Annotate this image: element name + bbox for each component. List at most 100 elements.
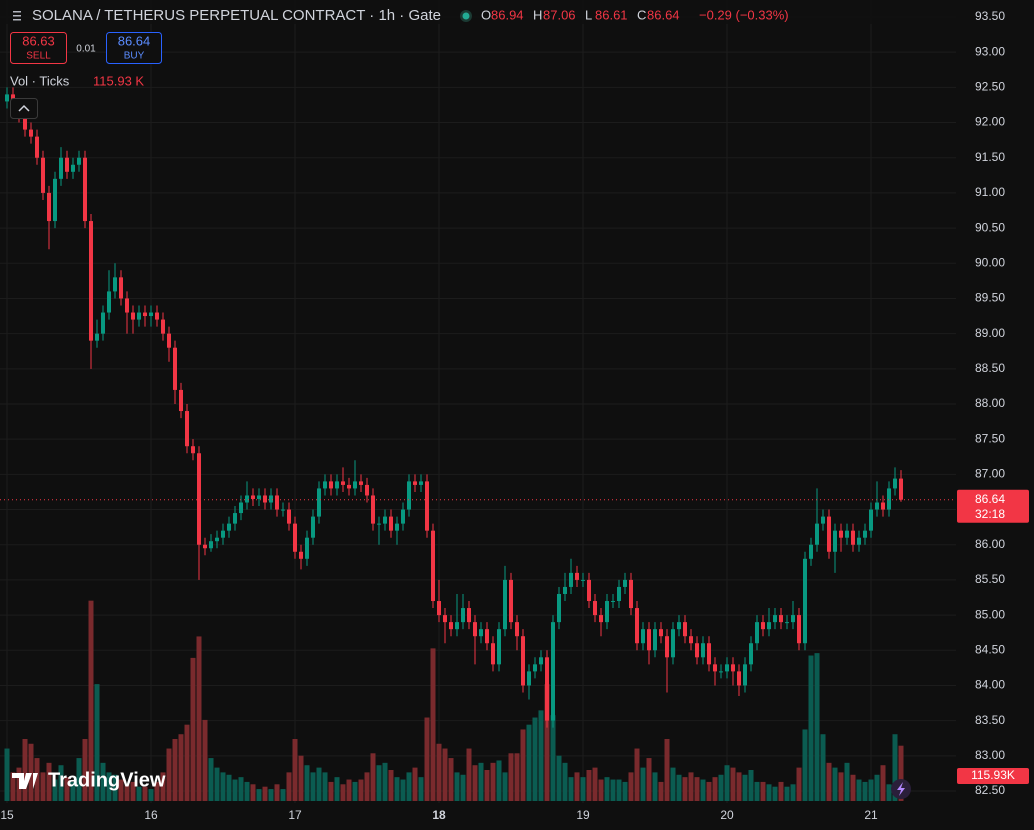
sell-button[interactable] bbox=[10, 32, 67, 64]
candle-body bbox=[455, 622, 459, 630]
candle-body bbox=[545, 657, 549, 721]
candle-body bbox=[863, 530, 867, 538]
candle-body bbox=[449, 622, 453, 630]
volume-bar bbox=[238, 777, 244, 801]
candle-body bbox=[737, 671, 741, 686]
volume-bar bbox=[850, 774, 856, 801]
volume-bar bbox=[616, 779, 622, 801]
volume-bar bbox=[286, 772, 292, 801]
candle-body bbox=[311, 516, 315, 538]
volume-bar bbox=[490, 762, 496, 801]
volume-bar bbox=[598, 779, 604, 801]
candle-body bbox=[707, 643, 711, 665]
candle-body bbox=[767, 622, 771, 630]
volume-bar bbox=[322, 772, 328, 801]
volume-bar bbox=[58, 765, 64, 801]
volume-bar bbox=[676, 774, 682, 801]
candle-body bbox=[515, 622, 519, 637]
candle-body bbox=[41, 157, 45, 193]
volume-bar bbox=[448, 758, 454, 801]
volume-bar bbox=[226, 774, 232, 801]
y-tick-label: 88.00 bbox=[975, 396, 1005, 410]
candle-body bbox=[23, 115, 27, 130]
volume-bar bbox=[244, 781, 250, 801]
volume-bar bbox=[190, 657, 196, 801]
candle-body bbox=[557, 593, 561, 623]
candle-body bbox=[695, 643, 699, 658]
volume-pane bbox=[4, 600, 904, 801]
price-badge bbox=[957, 489, 1029, 523]
volume-bar bbox=[214, 767, 220, 801]
y-tick-label: 87.00 bbox=[975, 467, 1005, 481]
candle-body bbox=[131, 312, 135, 320]
candle-body bbox=[263, 495, 267, 503]
candle-body bbox=[431, 530, 435, 602]
candle-body bbox=[539, 657, 543, 665]
volume-bar bbox=[664, 738, 670, 801]
x-tick-label: 18 bbox=[432, 808, 446, 822]
volume-bar bbox=[268, 789, 274, 801]
volume-bar bbox=[178, 734, 184, 801]
volume-bar bbox=[304, 765, 310, 801]
chart-title: SOLANA / TETHERUS PERPETUAL CONTRACT · 1… bbox=[32, 7, 441, 24]
volume-bar bbox=[328, 781, 334, 801]
candle-body bbox=[281, 509, 285, 511]
volume-bar bbox=[856, 779, 862, 801]
candle-body bbox=[155, 312, 159, 320]
ohlc-key: O bbox=[481, 7, 491, 22]
volume-legend-value: 115.93 K bbox=[93, 73, 144, 88]
volume-bar bbox=[28, 743, 34, 801]
candle-body bbox=[893, 478, 897, 489]
volume-bar bbox=[814, 653, 820, 801]
volume-bar bbox=[112, 774, 118, 801]
candle-body bbox=[581, 579, 585, 581]
volume-bar bbox=[694, 777, 700, 801]
candle-body bbox=[413, 481, 417, 485]
y-tick-label: 84.50 bbox=[975, 642, 1005, 656]
candle-body bbox=[773, 615, 777, 623]
volume-bar bbox=[544, 684, 550, 801]
candle-body bbox=[467, 608, 471, 623]
volume-bar bbox=[418, 777, 424, 801]
volume-bar bbox=[526, 724, 532, 801]
volume-bar bbox=[4, 748, 10, 801]
candle-body bbox=[89, 221, 93, 341]
candle-body bbox=[275, 495, 279, 510]
volume-bar bbox=[568, 777, 574, 801]
x-tick-label: 19 bbox=[576, 808, 590, 822]
candle-body bbox=[443, 615, 447, 623]
volume-bar bbox=[892, 734, 898, 801]
candle-body bbox=[899, 478, 903, 500]
y-tick-label: 89.50 bbox=[975, 291, 1005, 305]
candle-body bbox=[719, 671, 723, 673]
volume-bar bbox=[496, 760, 502, 801]
candle-body bbox=[875, 502, 879, 510]
volume-bar bbox=[232, 779, 238, 801]
candles bbox=[0, 87, 956, 728]
candle-body bbox=[647, 629, 651, 651]
volume-bar bbox=[790, 784, 796, 801]
volume-bar bbox=[670, 767, 676, 801]
volume-bar bbox=[604, 777, 610, 801]
y-tick-label: 93.00 bbox=[975, 44, 1005, 58]
price-axis-bg bbox=[956, 0, 1034, 830]
menu-icon[interactable] bbox=[13, 11, 21, 21]
buy-button[interactable] bbox=[106, 32, 162, 64]
volume-bar bbox=[52, 779, 58, 801]
volume-bar bbox=[520, 729, 526, 801]
candle-body bbox=[215, 537, 219, 542]
candle-body bbox=[173, 347, 177, 390]
candle-body bbox=[839, 530, 843, 538]
candle-body bbox=[437, 601, 441, 616]
volume-bar bbox=[736, 772, 742, 801]
volume-bar bbox=[808, 655, 814, 801]
candle-body bbox=[629, 579, 633, 609]
candle-body bbox=[491, 643, 495, 665]
volume-badge bbox=[957, 768, 1029, 784]
volume-bar bbox=[874, 774, 880, 801]
collapse-button[interactable] bbox=[10, 98, 38, 119]
volume-bar bbox=[160, 772, 166, 801]
volume-bar bbox=[862, 781, 868, 801]
candle-body bbox=[821, 516, 825, 524]
